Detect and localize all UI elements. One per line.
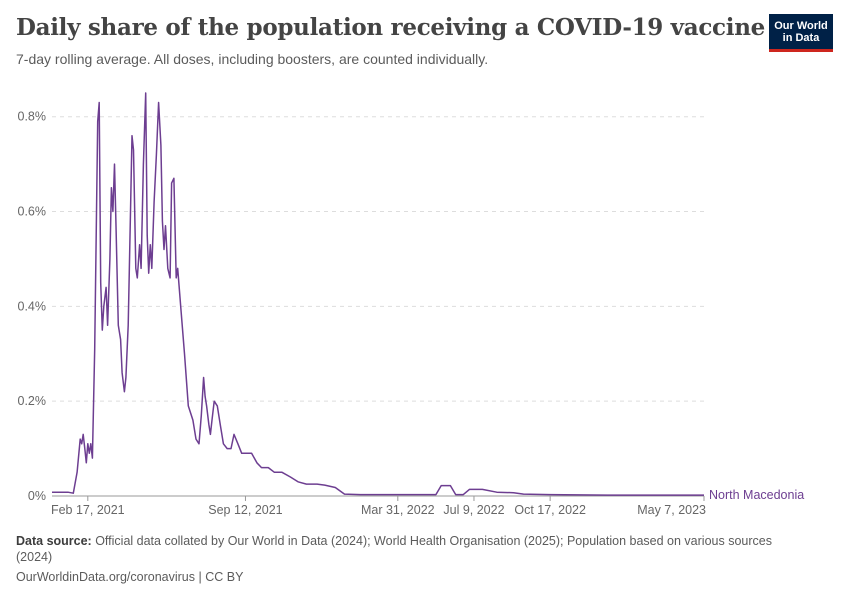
owid-logo[interactable]: Our World in Data xyxy=(769,14,833,52)
x-tick-label: Oct 17, 2022 xyxy=(514,503,586,517)
y-tick-label: 0.6% xyxy=(18,205,47,219)
chart-subtitle: 7-day rolling average. All doses, includ… xyxy=(16,51,489,67)
y-tick-label: 0.8% xyxy=(18,110,47,124)
logo-line-2: in Data xyxy=(782,32,820,44)
x-tick-label: Mar 31, 2022 xyxy=(361,503,435,517)
series-line-north-macedonia xyxy=(52,92,704,496)
citation-link[interactable]: OurWorldinData.org/coronavirus | CC BY xyxy=(16,570,244,584)
x-tick-label: Jul 9, 2022 xyxy=(443,503,504,517)
series-label-north-macedonia: North Macedonia xyxy=(709,488,804,502)
chart-title: Daily share of the population receiving … xyxy=(16,14,831,41)
data-source-label: Data source: xyxy=(16,534,92,548)
data-source: Data source: Official data collated by O… xyxy=(16,533,806,565)
logo-accent-bar xyxy=(769,49,833,52)
x-tick-label: Sep 12, 2021 xyxy=(208,503,282,517)
x-tick-label: Feb 17, 2021 xyxy=(51,503,125,517)
logo-line-1: Our World xyxy=(774,20,828,32)
y-tick-label: 0.4% xyxy=(18,299,47,313)
data-source-text: Official data collated by Our World in D… xyxy=(16,534,772,564)
x-tick-label: May 7, 2023 xyxy=(637,503,706,517)
y-tick-label: 0% xyxy=(28,489,46,503)
y-tick-label: 0.2% xyxy=(18,394,47,408)
